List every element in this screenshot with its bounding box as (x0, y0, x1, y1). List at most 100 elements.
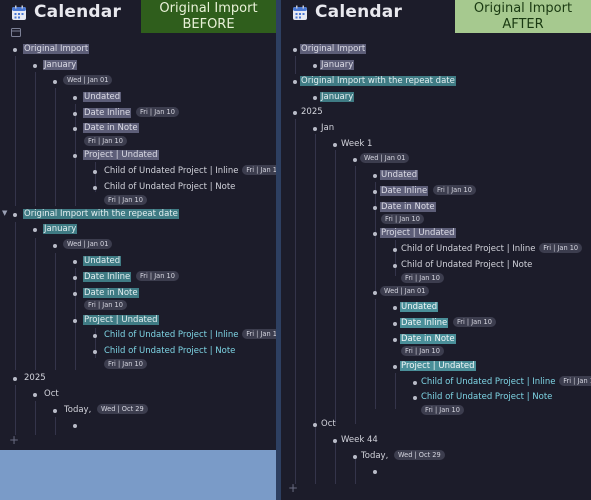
bullet-dot[interactable] (373, 173, 377, 178)
list-item[interactable]: Date in Note (73, 121, 139, 136)
bullet-dot[interactable] (13, 376, 17, 381)
bullet-dot[interactable] (73, 318, 77, 323)
date-chip[interactable]: Fri | Jan 10 (135, 107, 179, 117)
plus-icon[interactable]: + (9, 433, 20, 447)
list-item[interactable]: Child of Undated Project | Inline Fri | … (93, 164, 276, 179)
bullet-dot[interactable] (13, 212, 17, 217)
list-item[interactable]: Undated (73, 90, 122, 105)
date-chip[interactable]: Wed | Oct 29 (394, 450, 445, 460)
bullet-dot[interactable] (73, 153, 77, 158)
list-item[interactable]: Date Inline Fri | Jan 10 (393, 316, 496, 331)
bullet-dot[interactable] (73, 95, 77, 100)
list-item[interactable]: Wed | Jan 01 (353, 152, 410, 167)
bullet-dot[interactable] (293, 47, 297, 52)
date-chip[interactable]: Wed | Oct 29 (97, 404, 148, 414)
list-item[interactable]: Oct (33, 387, 60, 402)
bullet-dot[interactable] (33, 63, 37, 68)
date-chip[interactable]: Wed | Jan 01 (360, 153, 410, 163)
bullet-dot[interactable] (373, 469, 377, 474)
note-date-chip[interactable]: Fri | Jan 10 (84, 300, 127, 310)
note-date-chip[interactable]: Fri | Jan 10 (401, 273, 444, 283)
bullet-dot[interactable] (393, 305, 397, 310)
list-item[interactable]: Child of Undated Project | Note (93, 344, 236, 359)
bullet-dot[interactable] (93, 185, 97, 190)
bullet-dot[interactable] (313, 126, 317, 131)
note-date-chip[interactable]: Fri | Jan 10 (104, 359, 147, 369)
bullet-dot[interactable] (313, 63, 317, 68)
bullet-dot[interactable] (373, 189, 377, 194)
note-date-chip[interactable]: Fri | Jan 10 (84, 136, 127, 146)
bullet-dot[interactable] (53, 408, 57, 413)
list-item[interactable]: Oct (313, 417, 337, 432)
bullet-dot[interactable] (33, 227, 37, 232)
date-chip[interactable]: Fri | Jan 10 (135, 271, 179, 281)
list-item[interactable]: Undated (393, 300, 439, 315)
list-item[interactable]: Date Inline Fri | Jan 10 (373, 184, 476, 199)
bullet-dot[interactable] (333, 438, 337, 443)
date-chip[interactable]: Wed | Jan 01 (63, 75, 113, 85)
date-chip[interactable]: Fri | Jan 10 (452, 317, 496, 327)
panel-divider[interactable] (276, 0, 281, 500)
bullet-dot[interactable] (393, 263, 397, 268)
list-item[interactable]: Week 44 (333, 433, 379, 448)
bullet-dot[interactable] (73, 126, 77, 131)
list-item[interactable]: Original Import with the repeat date (13, 207, 179, 222)
date-chip[interactable]: Wed | Jan 01 (380, 286, 430, 296)
page-icon[interactable] (11, 28, 21, 37)
list-item[interactable]: 2025 (293, 105, 324, 120)
list-item[interactable]: January (313, 58, 355, 73)
list-item[interactable]: Date in Note (73, 286, 139, 301)
bullet-dot[interactable] (93, 349, 97, 354)
collapse-arrow-icon[interactable]: ▼ (2, 209, 8, 217)
list-item[interactable]: Wed | Jan 01 (53, 74, 113, 89)
bullet-dot[interactable] (373, 290, 377, 295)
list-item[interactable]: Child of Undated Project | Inline Fri | … (413, 375, 591, 390)
list-item[interactable]: Project | Undated (73, 313, 159, 328)
list-item[interactable]: Date in Note (373, 200, 436, 215)
bullet-dot[interactable] (73, 275, 77, 280)
date-chip[interactable]: Fri | Jan 10 (559, 376, 591, 386)
list-item[interactable]: January (33, 58, 78, 73)
list-item[interactable]: January (313, 90, 355, 105)
bullet-dot[interactable] (333, 142, 337, 147)
bullet-dot[interactable] (393, 337, 397, 342)
bullet-dot[interactable] (53, 79, 57, 84)
list-item[interactable]: Undated (73, 254, 122, 269)
bullet-dot[interactable] (373, 231, 377, 236)
date-chip[interactable]: Fri | Jan 10 (539, 243, 583, 253)
bullet-dot[interactable] (353, 157, 357, 162)
bullet-dot[interactable] (413, 380, 417, 385)
bullet-dot[interactable] (313, 95, 317, 100)
list-item[interactable]: Project | Undated (373, 226, 456, 241)
list-item[interactable]: Date Inline Fri | Jan 10 (73, 270, 179, 285)
list-item[interactable]: Week 1 (333, 137, 373, 152)
list-item[interactable]: Jan (313, 121, 335, 136)
bullet-dot[interactable] (393, 364, 397, 369)
list-item[interactable]: Original Import (13, 42, 90, 57)
bullet-dot[interactable] (373, 205, 377, 210)
note-date-chip[interactable]: Fri | Jan 10 (421, 405, 464, 415)
list-item[interactable]: Wed | Jan 01 (53, 238, 113, 253)
bullet-dot[interactable] (313, 422, 317, 427)
bullet-dot[interactable] (353, 454, 357, 459)
bullet-dot[interactable] (293, 110, 297, 115)
list-item[interactable]: Child of Undated Project | Note (93, 180, 236, 195)
list-item[interactable]: January (33, 222, 78, 237)
list-item[interactable]: Undated (373, 168, 419, 183)
date-chip[interactable]: Fri | Jan 10 (432, 185, 476, 195)
note-date-chip[interactable]: Fri | Jan 10 (381, 214, 424, 224)
list-item[interactable]: Date Inline Fri | Jan 10 (73, 106, 179, 121)
bullet-dot[interactable] (393, 247, 397, 252)
list-item[interactable]: Child of Undated Project | Note (413, 390, 553, 405)
list-item[interactable]: Date in Note (393, 332, 456, 347)
bullet-dot[interactable] (73, 111, 77, 116)
bullet-dot[interactable] (93, 169, 97, 174)
date-chip[interactable]: Fri | Jan 10 (242, 329, 276, 339)
bullet-dot[interactable] (73, 423, 77, 428)
bullet-dot[interactable] (73, 259, 77, 264)
list-item[interactable]: Wed | Jan 01 (373, 285, 430, 300)
bullet-dot[interactable] (13, 47, 17, 52)
plus-icon[interactable]: + (288, 481, 299, 495)
list-item[interactable]: Child of Undated Project | Inline Fri | … (93, 328, 276, 343)
list-item[interactable]: Project | Undated (393, 359, 476, 374)
